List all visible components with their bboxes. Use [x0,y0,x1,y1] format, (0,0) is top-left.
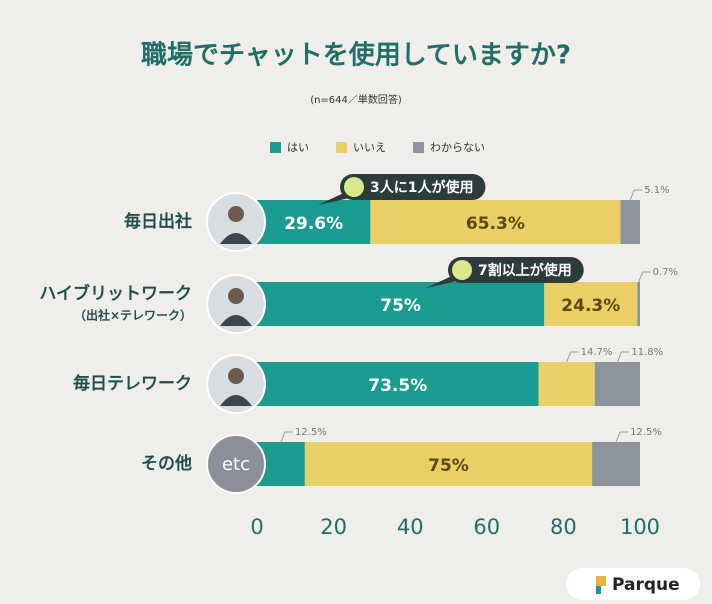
value-label: 24.3% [561,296,620,316]
value-label: 5.1% [644,185,669,196]
category-label: ハイブリットワーク [39,283,192,304]
logo-mark [596,586,601,594]
icon-label: etc [222,454,250,475]
category-label: その他 [141,453,192,474]
value-label: 14.7% [581,347,613,358]
leader-line [566,351,579,363]
x-tick-label: 40 [397,515,424,539]
value-label: 73.5% [368,376,427,396]
icon-person-head [228,368,244,384]
chart-subtitle: (n=644／単数回答) [310,93,402,106]
category-label: 毎日出社 [124,211,192,232]
value-label: 12.5% [630,427,662,438]
value-label: 65.3% [466,214,525,234]
value-label: 29.6% [284,214,343,234]
annotation-text: 3人に1人が使用 [370,179,473,196]
legend-swatch [336,142,347,153]
value-label: 12.5% [295,427,327,438]
legend-swatch [270,142,281,153]
logo-text: Parque [612,575,680,595]
bar-segment [257,282,545,326]
logo-mark [596,576,606,586]
bar-segment [594,362,640,406]
x-tick-label: 60 [473,515,500,539]
x-tick-label: 20 [320,515,347,539]
annotation-icon [452,260,472,280]
x-tick-label: 80 [550,515,577,539]
x-tick-label: 100 [620,515,660,539]
bar-segment [544,282,638,326]
icon-person-head [228,206,244,222]
annotation-box [340,174,486,200]
category-label: 毎日テレワーク [73,373,192,394]
bar-segment [620,200,640,244]
legend-label: わからない [430,141,485,154]
bar-segment [257,362,539,406]
value-label: 75% [428,456,469,476]
value-label: 0.7% [653,267,678,278]
bar-segment [592,442,640,486]
leader-line [615,431,629,443]
legend-label: はい [287,141,309,154]
bar-segment [257,200,371,244]
leader-line [629,189,643,201]
annotation-pointer [426,274,462,288]
icon-person-head [228,288,244,304]
leader-line [616,351,630,363]
category-sublabel: （出社×テレワーク） [74,308,192,323]
value-label: 11.8% [631,347,663,358]
chart-title: 職場でチャットを使用していますか? [141,41,571,71]
legend-label: いいえ [353,141,386,154]
value-label: 75% [380,296,421,316]
annotation-icon [344,177,364,197]
annotation-pointer [318,191,354,205]
bar-segment [538,362,595,406]
legend-swatch [413,142,424,153]
bar-segment [637,282,640,326]
icon-person-body [220,395,252,406]
annotation-box [448,257,584,283]
x-tick-label: 0 [250,515,263,539]
leader-line [280,431,293,443]
category-icon [206,434,266,494]
annotation-text: 7割以上が使用 [478,262,572,279]
bar-segment [304,442,593,486]
leader-line [638,271,651,283]
icon-person-body [220,233,252,244]
icon-person-body [220,315,252,326]
bar-segment [370,200,621,244]
